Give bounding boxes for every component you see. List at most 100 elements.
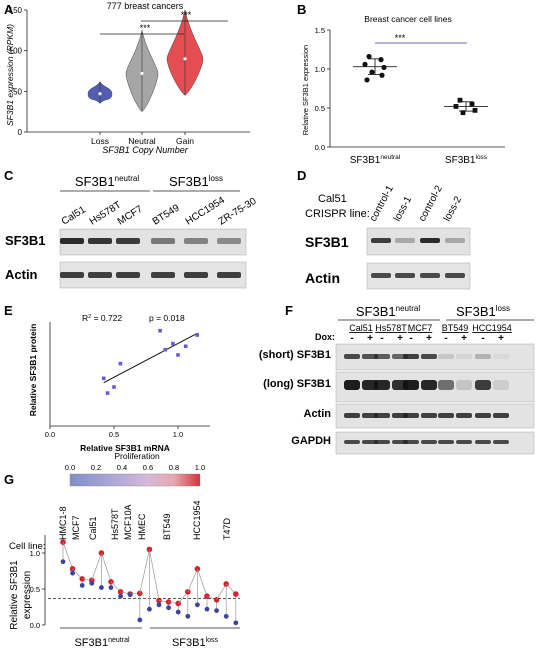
ytick-label: 100 (9, 47, 23, 56)
low-point (137, 617, 143, 623)
band (445, 238, 465, 243)
panel-c: C SF3B1neutral SF3B1loss Cal51 Hs578TMCF7… (4, 168, 259, 289)
band (493, 440, 509, 444)
band (403, 440, 419, 444)
panel-letter: D (297, 168, 306, 183)
band (438, 440, 454, 444)
low-point (127, 592, 133, 598)
low-point (175, 609, 181, 615)
band (151, 272, 175, 278)
band (374, 440, 390, 444)
low-point (233, 620, 239, 626)
colorbar-tick: 1.0 (195, 463, 205, 472)
dox-mark: - (481, 333, 484, 344)
colorbar-tick: 0.6 (143, 463, 153, 472)
band (456, 413, 472, 418)
band (420, 238, 440, 243)
band (445, 273, 465, 278)
data-point (381, 64, 387, 71)
band (438, 413, 454, 418)
ytick-label: 50 (13, 87, 22, 96)
band (362, 380, 378, 390)
panel-f-bands (344, 354, 509, 444)
band (456, 354, 472, 359)
line-label: MCF7 (408, 323, 433, 333)
ytick-label: 0.0 (30, 621, 40, 630)
panel-e-r2: R2 = 0.722 (82, 313, 122, 323)
data-point (378, 57, 384, 63)
band (421, 440, 437, 444)
band (421, 380, 437, 390)
band (88, 272, 112, 278)
band (60, 272, 84, 278)
xtick-label: 0.5 (109, 430, 119, 439)
band (374, 413, 390, 418)
panel-g-ylabel-2: expression (22, 571, 33, 619)
band (88, 238, 112, 244)
panel-g: G Proliferation 0.0 0.2 0.4 0.6 0.8 1.0 HMC1-… (4, 451, 240, 649)
band (421, 354, 437, 359)
data-point (366, 53, 372, 60)
ytick-label: 1.0 (30, 549, 40, 558)
band (374, 354, 390, 359)
panel-a-xticks: Loss Neutral Gain (91, 132, 194, 146)
panel-b-cat2: SF3B1loss (445, 154, 488, 166)
band (493, 354, 509, 359)
panel-c-bands (60, 238, 241, 278)
band (362, 440, 378, 444)
colorbar-ticks: 0.0 0.2 0.4 0.6 0.8 1.0 (65, 463, 205, 472)
connector (91, 552, 102, 581)
lane-label: loss-1 (392, 194, 414, 223)
data-point (453, 104, 459, 109)
band (475, 413, 491, 418)
data-point (118, 361, 123, 366)
low-point (204, 606, 210, 612)
panel-g-plot (48, 539, 240, 626)
panel-g-group1: SF3B1neutral (74, 637, 129, 649)
band (217, 272, 241, 278)
panel-f-group1: SF3B1neutral (356, 304, 420, 319)
colorbar-tick: 0.4 (117, 463, 127, 472)
lane-label: control-2 (417, 184, 445, 224)
ytick-label: 150 (9, 6, 23, 15)
connector (139, 549, 150, 594)
band (493, 380, 509, 390)
line-label: Cal51 (349, 323, 373, 333)
panel-f-line-labels: Cal51 Hs578T MCF7 BT549 HCC1954 (349, 323, 512, 333)
cell-line: HCC1954 (192, 500, 202, 540)
dox-mark: - (409, 333, 412, 344)
panel-letter: G (4, 472, 14, 487)
band (362, 354, 378, 359)
band (116, 272, 140, 278)
panel-a-xlabel: SF3B1 Copy Number (102, 145, 189, 155)
violin-median (140, 71, 144, 76)
panel-e-xlabel: Relative SF3B1 mRNA (80, 443, 170, 453)
ytick-label: 0 (18, 128, 23, 137)
cell-line: BT549 (162, 513, 172, 540)
colorbar-tick: 0.0 (65, 463, 75, 472)
data-point (158, 328, 162, 333)
low-point (214, 608, 220, 613)
data-point (460, 110, 466, 116)
panel-c-group1: SF3B1neutral (75, 174, 139, 189)
panel-c-row2: Actin (5, 267, 38, 282)
data-point (457, 97, 463, 103)
band (116, 238, 140, 244)
connector (187, 568, 198, 593)
violin-median (98, 92, 102, 96)
low-point (223, 613, 229, 619)
band (60, 238, 84, 244)
band (184, 272, 208, 278)
high-point (233, 591, 239, 597)
data-point (472, 107, 478, 113)
cell-line: MCF10A (123, 504, 133, 540)
connector (197, 568, 208, 597)
band (403, 354, 419, 359)
connector (216, 583, 227, 600)
data-point (362, 61, 368, 67)
panel-d-title2: CRISPR line: (305, 208, 370, 220)
data-point (195, 333, 199, 337)
panel-f: F SF3B1neutral SF3B1loss Cal51 Hs578T MCF7… (259, 303, 535, 455)
